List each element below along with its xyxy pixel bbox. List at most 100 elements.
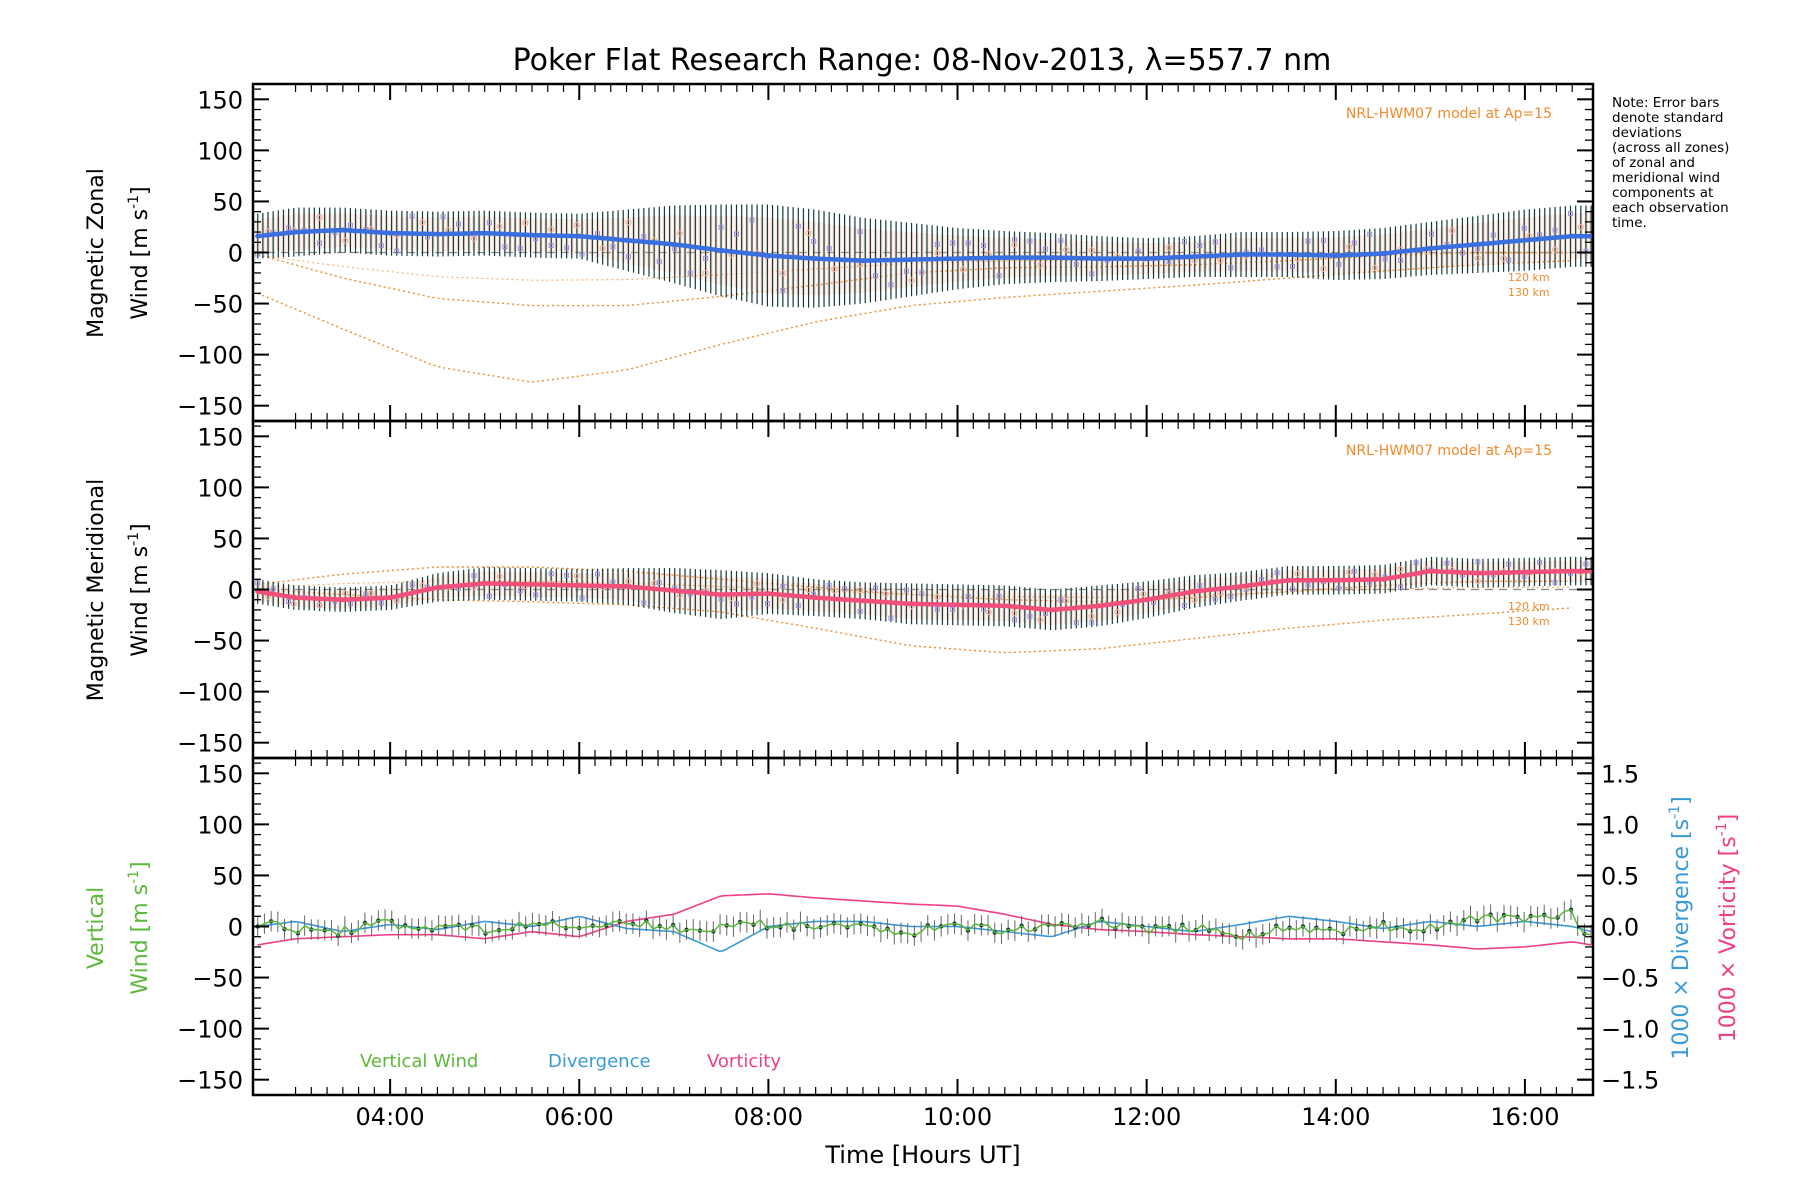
x-tick-label-2: 08:00 — [734, 1103, 803, 1131]
zone-point — [316, 602, 323, 609]
zone-point — [342, 590, 349, 597]
zone-point — [805, 229, 812, 237]
zone-point — [1577, 224, 1584, 231]
y-tick-label-2: 50 — [212, 525, 243, 553]
zone-point — [702, 269, 709, 277]
mean-wind-point — [1475, 570, 1481, 576]
zone-point — [517, 587, 523, 593]
zone-point — [1474, 254, 1481, 262]
zone-point — [718, 596, 724, 602]
meridional-model-height-130: 130 km — [1508, 615, 1550, 628]
zone-point — [996, 273, 1002, 279]
mean-wind-point — [1380, 576, 1386, 582]
mean-wind-point — [907, 601, 913, 607]
mean-wind-point — [1475, 241, 1481, 247]
zone-point — [795, 223, 801, 229]
zone-point — [934, 607, 940, 613]
model-130km-line — [257, 260, 1573, 383]
zone-point — [378, 600, 384, 606]
zone-point — [1197, 583, 1203, 589]
y2-tick-label-6: −1.5 — [1601, 1067, 1659, 1095]
model-130km-line — [257, 588, 1573, 654]
zone-point — [1140, 590, 1147, 598]
y-tick-label-0: 150 — [197, 423, 243, 451]
zone-point — [950, 606, 956, 612]
zone-point — [1398, 584, 1404, 590]
zone-point — [1444, 560, 1450, 566]
zone-point — [965, 594, 971, 600]
x-tick-label-0: 04:00 — [356, 1103, 425, 1131]
y2-tick-label-2: 0.5 — [1601, 862, 1639, 890]
mean-wind-point — [718, 247, 724, 253]
zone-point — [1336, 261, 1342, 267]
legend-divergence: Divergence — [548, 1051, 651, 1072]
divergence-axis-label-units: [s — [1669, 819, 1694, 839]
meridional-y-label-units: [m s — [128, 546, 153, 594]
mean-wind-point — [955, 602, 961, 608]
zonal-y-label-word: Wind — [128, 264, 153, 319]
zone-point — [1135, 248, 1141, 254]
zone-point — [1259, 247, 1265, 253]
zone-point — [1165, 244, 1173, 251]
zone-point — [409, 582, 415, 588]
y-tick-label-6: −150 — [177, 393, 243, 421]
zone-point — [599, 245, 606, 252]
y-tick-label-4: −50 — [192, 628, 243, 656]
vorticity-line — [257, 893, 1592, 950]
zone-point — [470, 235, 478, 242]
zone-point — [1012, 617, 1018, 623]
zone-point — [888, 615, 894, 621]
note-line-1: Note: Error bars — [1612, 95, 1719, 111]
zone-point — [1290, 586, 1296, 592]
mean-wind-point — [1096, 256, 1102, 262]
zone-point — [471, 573, 477, 579]
zone-point — [888, 282, 894, 288]
mean-wind-point — [255, 233, 261, 239]
x-tick-label-4: 12:00 — [1112, 1103, 1181, 1131]
mean-wind-point — [529, 232, 535, 238]
vorticity-axis-label: 1000 × Vorticity [s-1] — [1714, 814, 1741, 1042]
zone-point — [1506, 561, 1512, 567]
y-tick-label-3: 0 — [228, 914, 243, 942]
zone-point — [842, 586, 848, 592]
zone-point — [517, 245, 523, 251]
zone-point — [1217, 257, 1224, 264]
zone-point — [882, 590, 889, 598]
zone-point — [1135, 586, 1141, 592]
y-tick-label-4: −50 — [192, 291, 243, 319]
zone-point — [981, 243, 987, 249]
zone-point — [1290, 263, 1296, 269]
zone-point — [564, 245, 570, 251]
zone-point — [286, 598, 292, 604]
zone-point — [779, 270, 786, 277]
zone-point — [857, 229, 863, 235]
model-110km-line — [257, 252, 1573, 281]
mean-wind-point — [576, 582, 582, 588]
mean-wind-point — [340, 227, 346, 233]
zonal-y-label-line2: Wind [m s-1] — [126, 186, 153, 319]
mean-wind-point — [1333, 253, 1339, 259]
vertical-y-label-line1: Vertical — [84, 887, 109, 969]
divergence-axis-label-close: ] — [1669, 796, 1694, 805]
divergence-line — [257, 915, 1592, 953]
zone-point — [811, 238, 817, 244]
zone-point — [1114, 609, 1121, 616]
mean-wind-point — [765, 253, 771, 259]
meridional-y-label-line2: Wind [m s-1] — [126, 523, 153, 656]
mean-wind-point — [1569, 233, 1575, 239]
y-tick-label-3: 0 — [228, 240, 243, 268]
zone-point — [831, 266, 838, 273]
zone-point — [1320, 237, 1326, 243]
y-tick-label-2: 50 — [212, 862, 243, 890]
mean-wind-line — [257, 227, 1592, 263]
mean-wind-point — [1522, 237, 1528, 243]
zone-point — [579, 251, 585, 257]
note-text: Note: Error bars denote standard deviati… — [1612, 95, 1729, 231]
note-line-4: (across all zones) — [1612, 140, 1729, 156]
zone-point — [564, 572, 570, 578]
mean-wind-point — [1002, 603, 1008, 609]
zone-point — [1367, 231, 1373, 237]
zonal-y-label-line1: Magnetic Zonal — [84, 168, 109, 338]
zone-point — [873, 585, 879, 591]
mean-wind-point — [860, 598, 866, 604]
